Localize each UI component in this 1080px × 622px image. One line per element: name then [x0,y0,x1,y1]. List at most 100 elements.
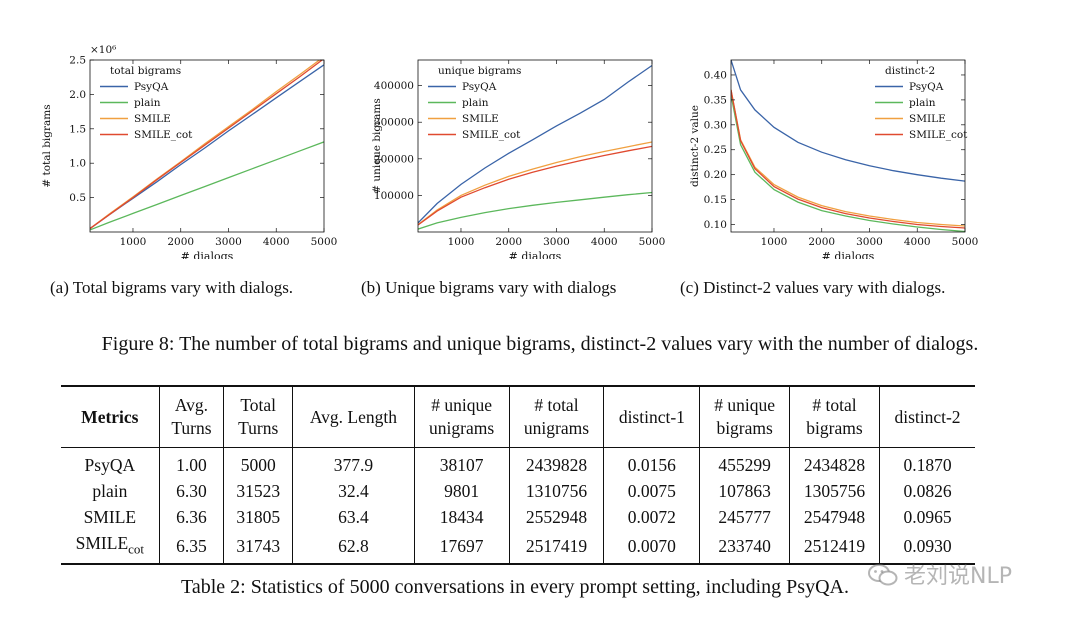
table-cell: 5000 [223,447,293,478]
plot-frame [730,59,966,233]
y-tick-label: 0.25 [704,144,727,156]
table-cell: 6.30 [158,478,224,504]
x-tick-label: 4000 [904,236,931,248]
series-line-psyqa [418,64,652,224]
table-cell: 2439828 [508,447,604,478]
chart-svg-b: 1000 2000 3000 4000 5000 100000 200000 300000 40… [371,59,666,259]
y-tick-label: 0.5 [69,192,86,204]
x-tick-label: 1000 [448,236,475,248]
chart-unique-bigrams: 1000 2000 3000 4000 5000 100000 200000 300000 40… [370,34,666,259]
x-tick-label: 5000 [952,236,979,248]
table-cell: 6.36 [158,504,224,530]
statistics-table: Metrics Avg. Turns Total Turns Avg. Length # u… [61,385,975,565]
table-cell: 2517419 [508,530,604,564]
table-cell: 233740 [699,530,790,564]
legend-label-plain: plain [462,97,489,109]
legend-label-psyqa: PsyQA [909,81,944,93]
series-line-smile_cot [90,60,324,230]
y-tick-label: 2.0 [69,89,86,101]
y-axis-label: # total bigrams [41,104,53,187]
column-header: Avg. Length [292,386,415,448]
table-cell: 0.0930 [879,530,975,564]
series-line-smile [418,141,652,226]
series-line-psyqa [731,60,965,182]
series-line-smile_cot [731,89,965,229]
x-tick-label: 5000 [311,236,338,248]
y-tick-label: 0.35 [704,94,727,106]
wechat-icon [868,564,898,586]
table-cell: 31523 [223,478,293,504]
statistics-table-wrapper: Metrics Avg. Turns Total Turns Avg. Length # u… [61,385,975,565]
x-axis-label: # dialogs [181,250,234,259]
table-cell: 18434 [413,504,510,530]
watermark: 老刘说NLP [868,558,1012,590]
legend-title: distinct-2 [885,65,935,77]
legend-label-smile_cot: SMILE_cot [134,129,193,141]
column-header: # unique bigrams [699,386,790,448]
table-cell: 6.35 [158,530,224,564]
series-line-plain [731,94,965,232]
x-tick-label: 3000 [215,236,242,248]
table-cell: 17697 [413,530,510,564]
series-line-smile [731,89,965,227]
table-cell: 1305756 [788,478,880,504]
chart-total-bigrams: 1000 2000 3000 4000 5000 0.5 1.0 1.5 2.0 2.5 # dia… [40,34,345,259]
table-cell: 1310756 [508,478,604,504]
plot-frame [89,59,325,233]
table-cell: 0.0075 [603,478,700,504]
legend-label-smile_cot: SMILE_cot [909,129,968,141]
table-cell: 2547948 [788,504,880,530]
legend-label-smile: SMILE [909,113,946,125]
y-axis-label: distinct-2 value [689,105,701,187]
legend-label-plain: plain [134,97,161,109]
table-cell: 107863 [699,478,790,504]
table-cell: 31805 [223,504,293,530]
legend-title: unique bigrams [438,65,521,77]
table-cell: 1.00 [158,447,224,478]
x-tick-label: 3000 [856,236,883,248]
x-tick-label: 5000 [639,236,666,248]
y-tick-label: 0.30 [704,119,727,131]
row-label: SMILE [83,507,137,527]
row-label: plain [92,481,128,501]
x-tick-label: 4000 [591,236,618,248]
column-header: Total Turns [223,386,293,448]
y-tick-label: 100000 [374,190,414,202]
series-line-plain [418,191,652,230]
legend-label-psyqa: PsyQA [462,81,497,93]
table-row: PsyQA 1.00 5000 377.9 38107 2439828 0.0156 4552… [61,447,975,478]
series-line-plain [90,141,324,231]
table-cell: 9801 [413,478,510,504]
x-tick-label: 1000 [761,236,788,248]
chart-svg-a: 1000 2000 3000 4000 5000 0.5 1.0 1.5 2.0 2.5 # dia… [41,44,338,259]
legend-label-smile: SMILE [462,113,499,125]
table-header-row: Metrics Avg. Turns Total Turns Avg. Length # u… [61,386,975,448]
x-axis-label: # dialogs [509,250,562,259]
table-cell: 32.4 [292,478,415,504]
y-exponent-label: ×10⁶ [90,44,116,56]
table-row: SMILEcot 6.35 31743 62.8 17697 2517419 0.0070 2… [61,530,975,564]
subcaption-c: (c) Distinct-2 values vary with dialogs. [680,278,946,297]
column-header: # total bigrams [788,386,880,448]
legend-label-plain: plain [909,97,936,109]
table-body: PsyQA 1.00 5000 377.9 38107 2439828 0.0156 4552… [61,447,975,564]
column-header: Avg. Turns [158,386,224,448]
figure-caption: Figure 8: The number of total bigrams an… [101,333,979,355]
x-tick-label: 4000 [263,236,290,248]
table-cell: 377.9 [292,447,415,478]
subcaption-a: (a) Total bigrams vary with dialogs. [50,278,294,297]
table-cell: 245777 [699,504,790,530]
table-row: SMILE 6.36 31805 63.4 18434 2552948 0.0072 2457… [61,504,975,530]
table-caption: Table 2: Statistics of 5000 conversation… [181,576,849,598]
y-tick-label: 0.40 [704,69,727,81]
table-cell: 2512419 [788,530,880,564]
y-tick-label: 0.10 [704,219,727,231]
subcaption-b: (b) Unique bigrams vary with dialogs [361,278,617,297]
table-cell: 0.0072 [603,504,700,530]
column-header: distinct-2 [879,386,975,448]
x-tick-label: 2000 [167,236,194,248]
table-cell: 38107 [413,447,510,478]
table-cell: 0.0070 [603,530,700,564]
y-tick-label: 400000 [374,80,414,92]
legend-label-psyqa: PsyQA [134,81,169,93]
